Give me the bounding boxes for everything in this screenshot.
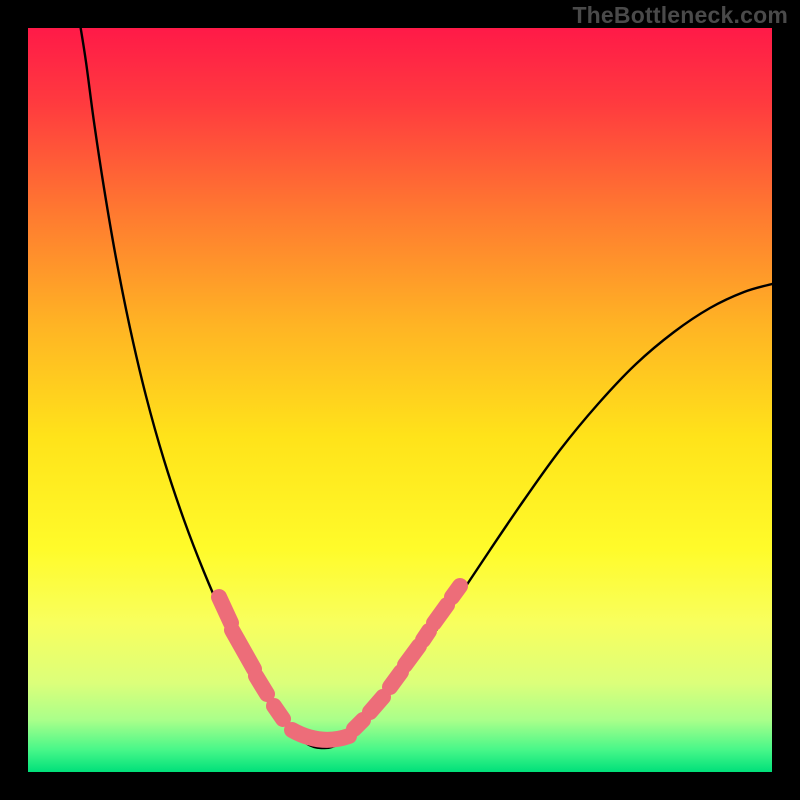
watermark-text: TheBottleneck.com: [572, 2, 788, 29]
bottleneck-chart: TheBottleneck.com: [0, 0, 800, 800]
chart-canvas: [0, 0, 800, 800]
